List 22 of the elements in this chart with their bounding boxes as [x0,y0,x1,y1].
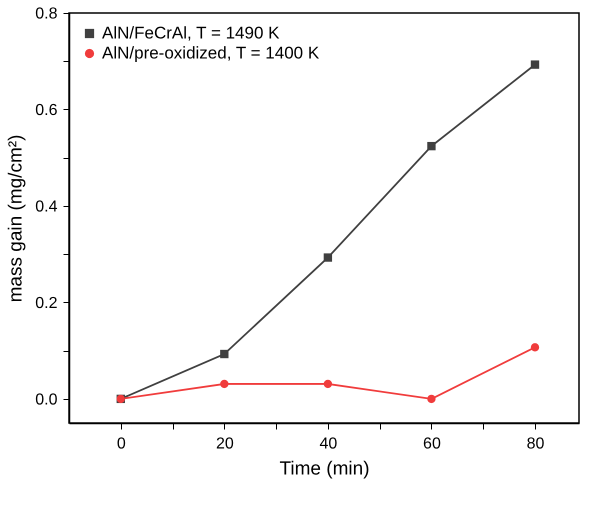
y-tick-label: 0.6 [35,102,58,119]
point [220,350,229,358]
point [427,394,436,404]
x-tick-label: 80 [526,436,544,452]
x-axis-title: Time (min) [279,458,370,480]
point [530,343,540,352]
point [427,142,436,150]
point [220,380,229,388]
y-axis-title: mass gain (mg/cm²) [5,134,26,302]
y-tick-label: 0.4 [35,198,58,216]
y-tick-label: 0.2 [35,294,58,312]
x-tick-label: 0 [116,436,126,452]
point [324,253,332,262]
legend-label: AlN/FeCrAl, T = 1490 K [102,24,280,42]
x-tick-label: 60 [423,436,441,452]
point [324,380,332,388]
legend-label: AlN/pre-oxidized, T = 1400 K [102,44,320,62]
x-tick-label: 20 [216,436,234,452]
y-tick-label: 0.0 [35,391,58,408]
x-tick-label: 40 [319,436,338,452]
y-tick-label: 0.8 [35,6,58,22]
point [530,60,540,69]
